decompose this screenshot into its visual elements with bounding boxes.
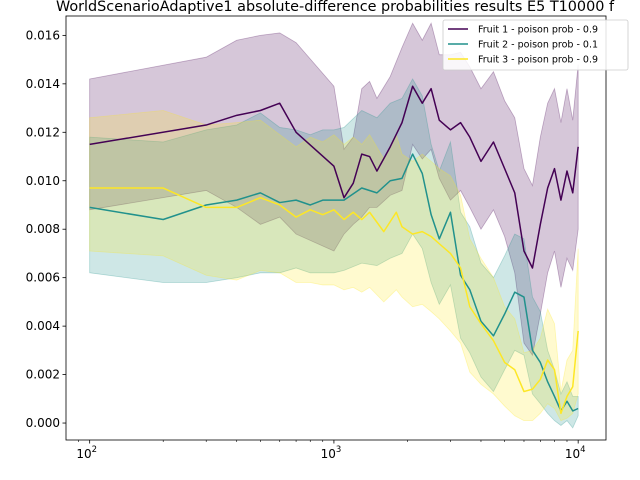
series-lines	[89, 85, 579, 415]
y-tick-label: 0.002	[26, 368, 60, 382]
y-tick-label: 0.014	[26, 77, 60, 91]
series-line-fruit-1	[89, 85, 579, 269]
series-line-fruit-2	[89, 153, 579, 412]
x-tick-exponent: 4	[580, 445, 585, 455]
legend-label-fruit-1: Fruit 1 - poison prob - 0.9	[478, 25, 598, 36]
legend-box	[442, 19, 629, 71]
y-tick-label: 0.016	[26, 28, 60, 42]
confidence-band-fruit-2	[89, 78, 579, 429]
x-tick-exponent: 2	[92, 445, 97, 455]
legend-label-fruit-3: Fruit 3 - poison prob - 0.9	[478, 55, 598, 66]
confidence-band-fruit-1	[89, 22, 579, 357]
y-tick-label: 0.006	[26, 271, 60, 285]
legend-label-fruit-2: Fruit 2 - poison prob - 0.1	[478, 40, 598, 51]
y-tick-label: 0.008	[26, 222, 60, 236]
series-line-fruit-3	[89, 187, 579, 415]
y-axis: 0.000 0.002 0.004 0.006 0.008 0.010 0.012 0.014…	[26, 28, 66, 430]
y-tick-label: 0.012	[26, 125, 60, 139]
y-tick-label: 0.004	[26, 319, 60, 333]
y-tick-label: 0.000	[26, 416, 60, 430]
y-tick-label: 0.010	[26, 174, 60, 188]
legend: Fruit 1 - poison prob - 0.9 Fruit 2 - poi…	[442, 19, 629, 71]
plot-frame	[65, 15, 607, 441]
confidence-band-fruit-3	[89, 110, 579, 422]
x-tick-exponent: 3	[336, 445, 341, 455]
chart-title: WorldScenarioAdaptive1 absolute-differen…	[56, 0, 615, 15]
confidence-bands	[89, 22, 579, 429]
